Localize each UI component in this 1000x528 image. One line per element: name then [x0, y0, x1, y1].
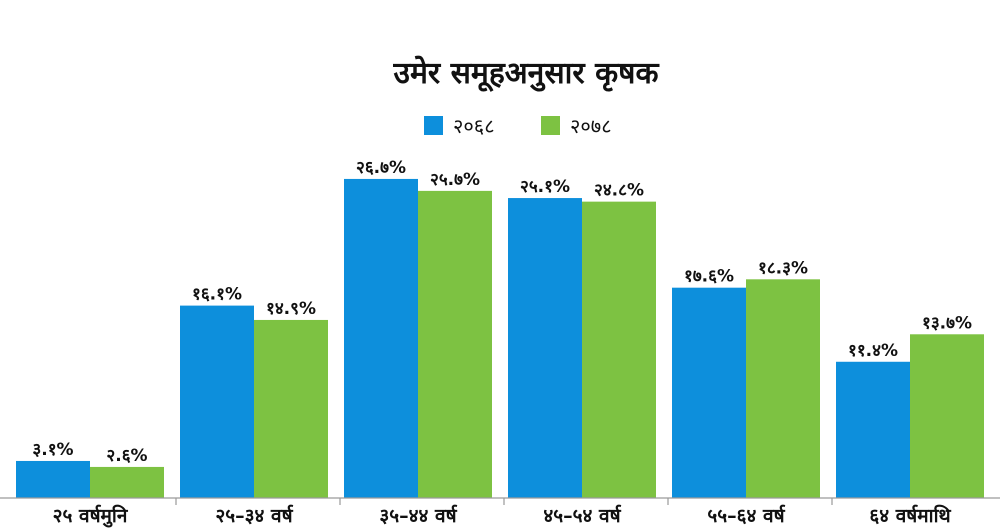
bar-3-1 [344, 178, 418, 498]
x-tick-label-4: ४५–५४ वर्ष [543, 504, 621, 527]
value-label-1-2: २.६% [106, 446, 147, 466]
x-tick-label-2: २५–३४ वर्ष [215, 504, 293, 527]
value-label-2-2: १४.९% [266, 299, 316, 319]
value-label-5-2: १८.३% [758, 258, 808, 278]
x-tick-label-5: ५५–६४ वर्ष [707, 504, 785, 527]
value-label-3-1: २६.७% [356, 158, 406, 178]
bar-6-2 [910, 334, 984, 498]
x-axis: २५ वर्षमुनि २५–३४ वर्ष ३५–४४ वर्ष ४५–५४ वर्… [0, 497, 1000, 528]
bar-4-1 [508, 198, 582, 498]
legend-label-2: २०७८ [570, 114, 612, 138]
bar-5-2 [746, 279, 820, 498]
value-label-4-1: २५.१% [520, 177, 570, 197]
value-label-2-1: १६.१% [192, 285, 242, 305]
legend-label-1: २०६८ [453, 114, 495, 138]
value-label-3-2: २५.७% [430, 170, 480, 190]
x-tick-label-1: २५ वर्षमुनि [53, 504, 129, 528]
bars [16, 178, 984, 498]
value-label-5-1: १७.६% [684, 267, 734, 287]
legend-swatch-1 [424, 116, 443, 135]
x-tick-label-3: ३५–४४ वर्ष [379, 504, 457, 527]
legend-swatch-2 [541, 116, 560, 135]
bar-3-2 [418, 190, 492, 498]
value-label-6-2: १३.७% [922, 313, 972, 333]
value-labels: ३.१% २.६% १६.१% १४.९% २६.७% २५.७% २५.१% २४.८% १७… [32, 158, 972, 466]
value-label-4-2: २४.८% [594, 181, 644, 201]
value-label-6-1: ११.४% [848, 341, 898, 361]
bar-2-2 [254, 319, 328, 498]
bar-5-1 [672, 287, 746, 498]
x-tick-label-6: ६४ वर्षमाथि [869, 504, 951, 527]
bar-2-1 [180, 305, 254, 498]
chart-title: उमेर समूहअनुसार कृषक [393, 55, 660, 92]
legend: २०६८ २०७८ [424, 114, 612, 138]
bar-1-1 [16, 460, 90, 498]
value-label-1-1: ३.१% [32, 440, 73, 460]
bar-4-2 [582, 201, 656, 498]
bar-1-2 [90, 466, 164, 498]
bar-6-1 [836, 361, 910, 498]
